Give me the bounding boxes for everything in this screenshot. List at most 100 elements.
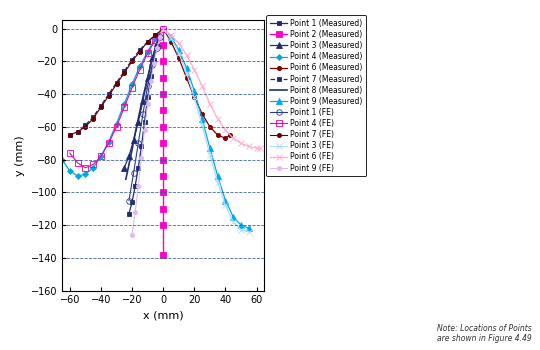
- Point 9 (FE): [135, 184, 141, 188]
- Point 6 (FE): [168, 33, 174, 37]
- Point 8 (Measured): [157, 33, 163, 37]
- Point 6 (FE): [191, 68, 198, 72]
- Point 8 (Measured): [147, 63, 154, 67]
- Point 2 (Measured): [160, 206, 166, 211]
- Point 3 (FE): [191, 95, 198, 99]
- Point 8 (Measured): [141, 89, 148, 93]
- Point 7 (FE): [144, 40, 151, 44]
- Point 9 (FE): [147, 79, 154, 83]
- Point 7 (FE): [98, 105, 104, 109]
- Point 9 (Measured): [246, 226, 252, 230]
- Point 8 (Measured): [138, 102, 145, 106]
- Point 3 (FE): [230, 220, 237, 224]
- Point 7 (Measured): [82, 123, 89, 127]
- Point 9 (FE): [132, 210, 138, 214]
- Point 9 (Measured): [199, 117, 205, 121]
- Point 1 (FE): [149, 63, 156, 67]
- Point 4 (Measured): [105, 139, 112, 144]
- Point 9 (FE): [151, 61, 157, 65]
- Point 1 (FE): [126, 198, 132, 203]
- Point 7 (FE): [113, 82, 120, 86]
- Line: Point 4 (FE): Point 4 (FE): [67, 26, 166, 170]
- Line: Point 1 (Measured): Point 1 (Measured): [127, 27, 165, 216]
- Point 4 (Measured): [144, 49, 151, 54]
- Point 7 (FE): [66, 133, 73, 137]
- Point 2 (Measured): [160, 158, 166, 162]
- Point 4 (FE): [90, 162, 97, 167]
- Point 2 (Measured): [160, 76, 166, 80]
- Point 7 (Measured): [113, 80, 120, 85]
- Point 6 (FE): [183, 53, 190, 57]
- Point 3 (FE): [160, 27, 166, 31]
- Point 4 (Measured): [59, 158, 65, 162]
- Point 6 (FE): [256, 146, 263, 150]
- Point 3 (Measured): [140, 99, 146, 103]
- Point 3 (FE): [207, 153, 213, 157]
- Point 4 (Measured): [137, 64, 143, 68]
- Point 3 (FE): [183, 71, 190, 75]
- Point 1 (FE): [140, 112, 146, 116]
- Line: Point 8 (Measured): Point 8 (Measured): [126, 29, 163, 179]
- Point 3 (Measured): [149, 56, 156, 60]
- Point 6 (Measured): [227, 133, 233, 137]
- Point 3 (Measured): [154, 41, 160, 46]
- Point 9 (Measured): [160, 27, 166, 31]
- Point 6 (Measured): [207, 125, 213, 129]
- Point 6 (FE): [246, 145, 252, 149]
- Point 7 (Measured): [160, 27, 166, 31]
- Point 4 (Measured): [152, 36, 159, 41]
- Point 7 (FE): [75, 130, 81, 134]
- Point 4 (FE): [144, 51, 151, 55]
- Point 1 (Measured): [129, 200, 136, 204]
- Line: Point 3 (Measured): Point 3 (Measured): [122, 26, 166, 170]
- Point 4 (FE): [121, 105, 127, 109]
- Point 7 (FE): [137, 49, 143, 54]
- Point 8 (Measured): [144, 76, 151, 80]
- Point 2 (Measured): [160, 190, 166, 195]
- Point 8 (Measured): [126, 162, 132, 167]
- Point 8 (Measured): [135, 117, 141, 121]
- Point 9 (Measured): [230, 215, 237, 219]
- Point 6 (Measured): [214, 133, 221, 137]
- Point 2 (Measured): [160, 43, 166, 47]
- Point 7 (Measured): [144, 40, 151, 44]
- Point 9 (FE): [144, 102, 151, 106]
- Point 7 (FE): [129, 59, 136, 63]
- Point 4 (FE): [160, 27, 166, 31]
- Point 6 (Measured): [160, 27, 166, 31]
- Point 7 (FE): [152, 33, 159, 37]
- Point 3 (FE): [246, 230, 252, 234]
- Point 6 (Measured): [191, 95, 198, 99]
- Line: Point 1 (FE): Point 1 (FE): [126, 26, 166, 203]
- Point 9 (FE): [160, 27, 166, 31]
- Point 7 (FE): [82, 125, 89, 129]
- Point 4 (FE): [113, 125, 120, 129]
- Point 7 (FE): [160, 27, 166, 31]
- Point 9 (Measured): [183, 66, 190, 70]
- Point 3 (Measured): [121, 166, 127, 170]
- Point 4 (FE): [75, 161, 81, 165]
- Point 6 (FE): [176, 41, 182, 46]
- Point 1 (Measured): [135, 166, 141, 170]
- Point 6 (FE): [199, 84, 205, 88]
- Point 1 (Measured): [147, 74, 154, 78]
- Point 7 (Measured): [129, 58, 136, 62]
- Line: Point 4 (Measured): Point 4 (Measured): [60, 27, 165, 178]
- Point 4 (FE): [66, 151, 73, 155]
- Point 1 (Measured): [141, 120, 148, 124]
- Point 3 (Measured): [135, 120, 141, 124]
- Point 2 (Measured): [160, 252, 166, 257]
- Point 2 (Measured): [160, 59, 166, 63]
- Point 7 (FE): [121, 71, 127, 75]
- Line: Point 3 (FE): Point 3 (FE): [160, 26, 252, 235]
- Point 4 (Measured): [121, 102, 127, 106]
- Point 2 (Measured): [160, 27, 166, 31]
- Point 2 (Measured): [160, 223, 166, 227]
- Line: Point 7 (Measured): Point 7 (Measured): [68, 27, 165, 137]
- Point 3 (FE): [214, 180, 221, 184]
- Point 6 (Measured): [176, 56, 182, 60]
- Point 9 (Measured): [191, 89, 198, 93]
- Point 1 (FE): [144, 84, 151, 88]
- Point 3 (FE): [238, 228, 244, 232]
- Point 3 (Measured): [144, 76, 151, 80]
